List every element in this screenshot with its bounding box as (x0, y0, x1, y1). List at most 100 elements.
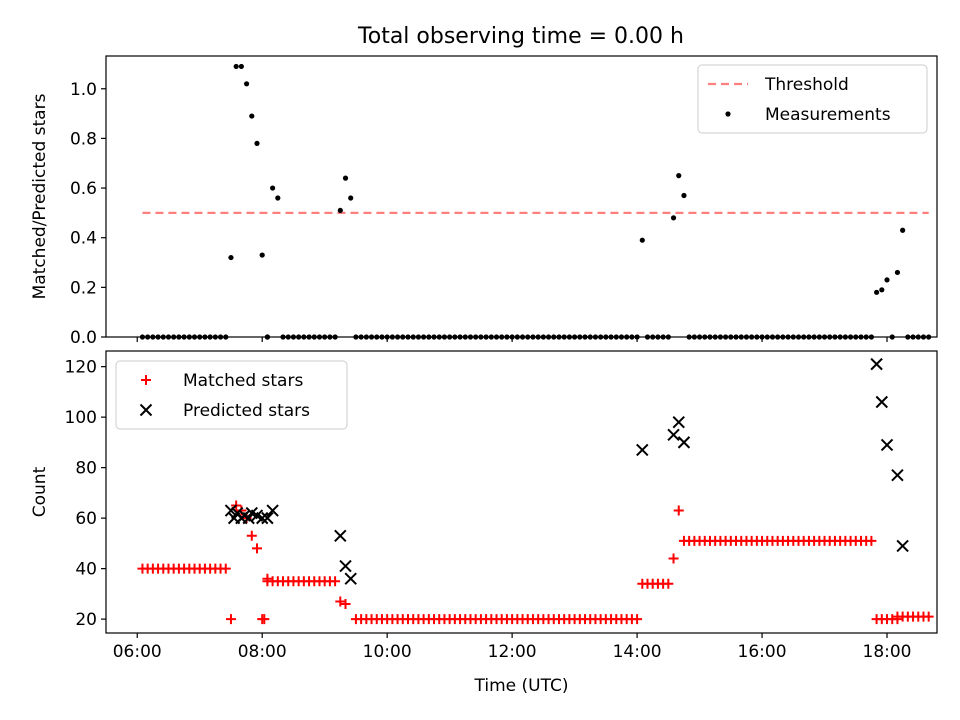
axes-frame (105, 350, 938, 634)
y-tick-label: 1.0 (70, 80, 97, 100)
legend-matched-swatch (141, 375, 151, 385)
measurement-point (618, 334, 625, 340)
measurement-point (723, 334, 729, 340)
measurement-point (488, 334, 494, 340)
legend-bottom: Matched stars Predicted stars (115, 360, 348, 430)
measurement-point (915, 334, 921, 340)
measurement-point (473, 334, 479, 340)
measurement-point (249, 113, 255, 119)
measurement-point (207, 334, 213, 340)
measurement-point (426, 334, 432, 340)
measurement-point (790, 334, 796, 340)
measurement-point (728, 334, 734, 340)
measurement-point (863, 334, 869, 340)
measurement-point (525, 334, 531, 340)
measurement-point (493, 334, 500, 340)
measurement-point (561, 334, 567, 340)
measurement-point (228, 254, 234, 261)
measurement-point (368, 334, 375, 340)
y-tick-label: 0.6 (70, 179, 97, 199)
matched-star-point (246, 530, 257, 541)
measurement-point (348, 195, 354, 201)
legend-box (115, 360, 348, 430)
measurement-point (275, 195, 281, 201)
measurement-point (540, 334, 546, 340)
measurement-point (233, 63, 239, 70)
measurement-point (394, 334, 401, 340)
measurement-point (139, 334, 146, 340)
x-axis-label: Time (UTC) (474, 676, 569, 696)
measurement-point (452, 334, 458, 340)
matched-star-point (259, 614, 270, 625)
legend-measurements-label: Measurements (765, 105, 891, 125)
x-tick-label: 08:00 (238, 642, 287, 662)
measurement-point (405, 334, 411, 340)
matched-star-point (340, 598, 351, 609)
measurement-point (504, 334, 510, 340)
predicted-star-point (255, 511, 269, 525)
predicted-star-point (636, 443, 649, 457)
measurement-point (155, 334, 161, 340)
measurement-point (644, 334, 651, 340)
measurement-point (874, 289, 880, 295)
measurement-point (749, 334, 755, 340)
measurement-point (202, 334, 208, 340)
measurement-point (150, 334, 156, 340)
predicted-star-point (672, 415, 685, 429)
measurement-point (847, 334, 854, 340)
x-tick-label: 10:00 (363, 642, 412, 662)
measurement-point (316, 334, 323, 340)
y-tick-label: 60 (75, 509, 97, 529)
measurement-point (655, 334, 661, 340)
measurement-point (441, 334, 448, 340)
figure-title: Total observing time = 0.00 h (357, 24, 684, 49)
measurement-point (801, 334, 807, 340)
matched-star-point (220, 563, 231, 574)
measurement-point (566, 334, 573, 340)
measurement-point (868, 334, 874, 340)
measurement-point (582, 334, 588, 340)
measurement-point (379, 334, 385, 340)
measurement-point (577, 334, 583, 340)
measurement-point (186, 334, 192, 340)
measurement-point (775, 334, 781, 340)
y-tick-label: 20 (75, 610, 97, 630)
predicted-star-point (224, 504, 238, 517)
matched-star-point (663, 578, 674, 589)
measurement-point (769, 334, 776, 340)
matched-star-point (330, 576, 341, 587)
measurement-point (436, 334, 442, 340)
measurement-point (467, 334, 474, 340)
measurement-point (322, 334, 328, 340)
measurement-point (353, 334, 359, 340)
measurement-point (197, 334, 203, 340)
measurement-point (259, 252, 265, 258)
legend-predicted-label: Predicted stars (183, 401, 310, 421)
predicted-star-point (896, 539, 909, 553)
measurement-point (613, 334, 619, 340)
measurement-point (905, 334, 911, 340)
measurement-point (327, 334, 333, 340)
predicted-star-point (261, 511, 274, 525)
measurement-point (176, 334, 182, 340)
measurement-point (384, 334, 390, 340)
measurement-point (743, 334, 750, 340)
measurement-point (681, 192, 687, 199)
measurement-point (670, 215, 677, 221)
predicted-star-point (334, 529, 347, 543)
measurement-point (301, 334, 307, 340)
measurement-point (447, 334, 453, 340)
measurement-point (650, 334, 656, 340)
measurement-point (389, 334, 395, 340)
measurement-point (509, 334, 515, 340)
measurement-point (754, 334, 760, 340)
y-tick-label: 40 (75, 560, 97, 580)
measurement-point (634, 334, 640, 340)
legend-top: Threshold Measurements (697, 64, 928, 134)
matched-star-point (251, 543, 262, 554)
matched-star-point (673, 505, 684, 516)
measurement-point (499, 334, 505, 340)
measurement-point (410, 334, 416, 340)
measurement-point (421, 334, 427, 340)
